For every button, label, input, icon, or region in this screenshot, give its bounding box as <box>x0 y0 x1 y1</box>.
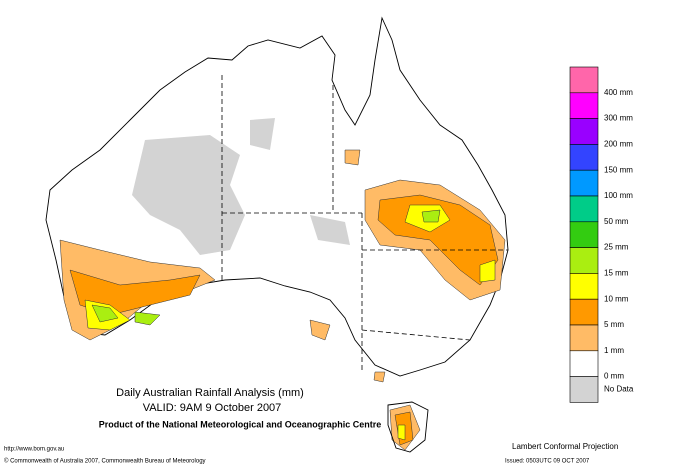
legend-swatch <box>569 376 599 403</box>
legend-label: 25 mm <box>604 243 629 252</box>
legend-label: 1 mm <box>604 346 624 355</box>
projection: Lambert Conformal Projection <box>512 442 618 451</box>
legend-label: 400 mm <box>604 88 633 97</box>
legend-label: 5 mm <box>604 320 624 329</box>
rain-area-15mm <box>91 209 441 326</box>
legend-swatch <box>569 118 599 145</box>
no-data-area <box>132 118 350 255</box>
url: http://www.bom.gov.au <box>4 447 64 453</box>
legend-swatch <box>569 324 599 352</box>
state-border <box>221 75 508 370</box>
product-line: Product of the National Meteorological a… <box>99 419 382 429</box>
legend-swatch <box>569 273 599 300</box>
legend-swatch <box>569 221 599 248</box>
legend-swatch <box>569 92 599 119</box>
legend-label: 150 mm <box>604 165 633 174</box>
issued: Issued: 0503UTC 09 OCT 2007 <box>505 459 590 465</box>
rain-area-10mm <box>84 204 496 441</box>
legend-swatch <box>569 66 599 94</box>
legend-label: 300 mm <box>604 114 633 123</box>
legend-label: 50 mm <box>604 217 629 226</box>
legend-label: No Data <box>604 385 634 394</box>
valid-time: VALID: 9AM 9 October 2007 <box>143 402 282 414</box>
legend-label: 200 mm <box>604 140 633 149</box>
legend-swatch <box>569 350 599 377</box>
legend-swatch <box>569 169 599 197</box>
legend-label: 15 mm <box>604 269 629 278</box>
legend-swatch <box>569 144 599 171</box>
legend-label: 10 mm <box>604 294 629 303</box>
legend-swatch <box>569 298 599 326</box>
legend-swatch <box>569 195 599 223</box>
legend-label: 100 mm <box>604 191 633 200</box>
tasmania <box>387 401 429 453</box>
copyright: © Commonwealth of Australia 2007, Common… <box>4 458 206 465</box>
map-title: Daily Australian Rainfall Analysis (mm) <box>116 387 304 399</box>
legend: 400 mm 300 mm 200 mm 150 mm 100 mm 50 mm 25 mm… <box>569 66 634 403</box>
legend-label: 0 mm <box>604 372 624 381</box>
legend-swatch <box>569 247 599 274</box>
